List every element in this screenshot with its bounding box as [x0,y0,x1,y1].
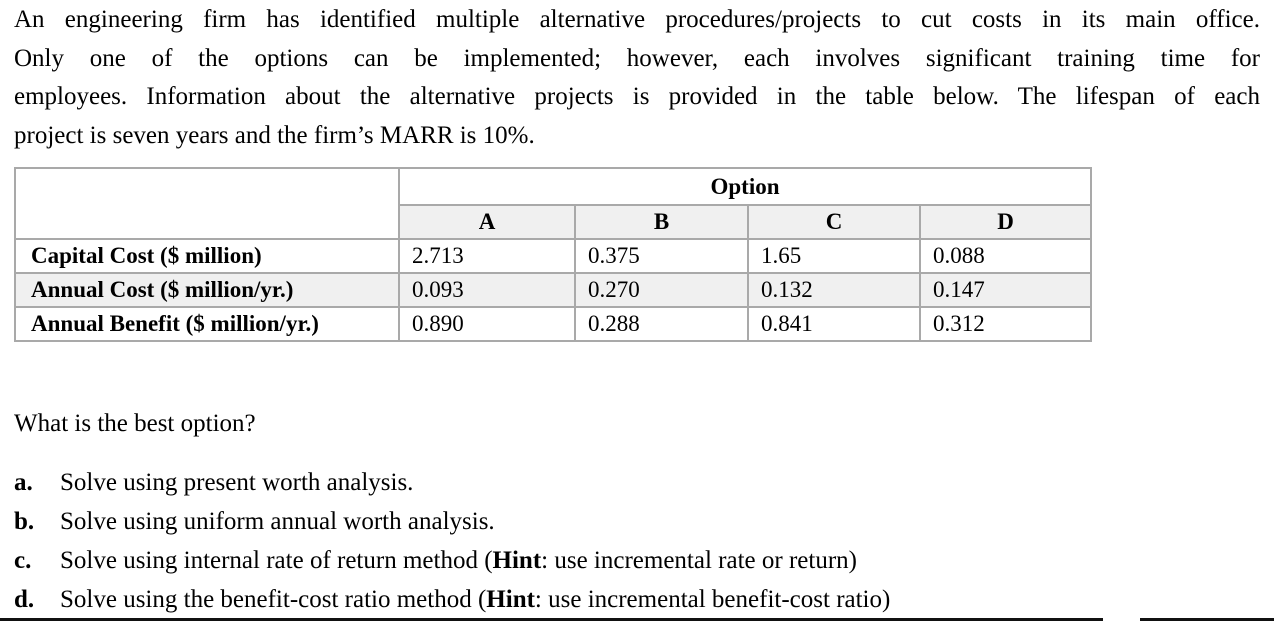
col-header-a: A [398,204,576,240]
item-label: d. [14,585,35,613]
hint-label: Hint [492,546,542,574]
options-table: Option A B C D Capital Cost ($ million) … [14,167,1093,342]
hint-label: Hint [486,585,535,613]
item-label: a. [14,468,33,496]
item-label: c. [14,546,32,574]
item-text-post: : use incremental benefit-cost ratio) [534,585,891,613]
cell-value: 0.132 [747,272,921,308]
answer-item-b: b. Solve using uniform annual worth anal… [14,502,1260,541]
paragraph-line: project is seven years and the firm’s MA… [14,121,535,149]
item-label: b. [14,507,35,535]
item-text: Solve using internal rate of return meth… [60,547,857,575]
cell-value: 0.375 [574,238,749,274]
answer-list: a. Solve using present worth analysis. b… [14,463,1260,619]
cell-value: 0.270 [574,272,749,308]
item-text-post: : use incremental rate or return) [541,546,857,574]
table-column-header-row: A B C D [15,204,1093,240]
cell-value: 0.841 [747,306,921,342]
table-row-annual-cost: Annual Cost ($ million/yr.) 0.093 0.270 … [14,272,1093,308]
cell-value: 0.147 [918,272,1093,308]
problem-statement: An engineering firm has identified multi… [14,1,1260,155]
cell-value: 0.288 [574,306,749,342]
paragraph-line: Only one of the options can be implement… [14,44,1260,72]
col-header-b: B [574,204,749,240]
paragraph-line: An engineering firm has identified multi… [14,6,1260,33]
option-group-header: Option [397,167,1093,206]
bottom-rule-right [1140,618,1274,621]
row-label: Annual Benefit ($ million/yr.) [14,306,400,342]
cell-value: 0.312 [918,306,1093,342]
cell-value: 0.088 [918,238,1093,274]
table-row-capital-cost: Capital Cost ($ million) 2.713 0.375 1.6… [14,238,1093,274]
row-label: Annual Cost ($ million/yr.) [14,272,400,308]
item-text-pre: Solve using present worth analysis. [60,468,414,496]
col-header-c: C [747,204,921,240]
bottom-rule-left [0,618,1103,621]
item-text-pre: Solve using the benefit-cost ratio metho… [60,585,487,613]
table-group-header-row: Option [14,167,1093,240]
cell-value: 1.65 [747,238,921,274]
table-row-annual-benefit: Annual Benefit ($ million/yr.) 0.890 0.2… [14,306,1093,342]
answer-item-a: a. Solve using present worth analysis. [14,463,1260,502]
answer-item-d: d. Solve using the benefit-cost ratio me… [14,580,1260,619]
answer-item-c: c. Solve using internal rate of return m… [14,541,1260,580]
table-corner-cell [14,167,400,240]
item-text-pre: Solve using uniform annual worth analysi… [60,507,495,535]
item-text: Solve using uniform annual worth analysi… [60,508,495,536]
paragraph-line: employees. Information about the alterna… [14,83,1260,111]
item-text: Solve using present worth analysis. [60,469,413,497]
item-text: Solve using the benefit-cost ratio metho… [60,586,890,614]
item-text-pre: Solve using internal rate of return meth… [60,546,493,574]
cell-value: 0.093 [398,272,576,308]
col-header-d: D [918,204,1093,240]
row-label: Capital Cost ($ million) [14,238,400,274]
question-text: What is the best option? [14,410,256,437]
cell-value: 0.890 [398,306,576,342]
cell-value: 2.713 [398,238,576,274]
